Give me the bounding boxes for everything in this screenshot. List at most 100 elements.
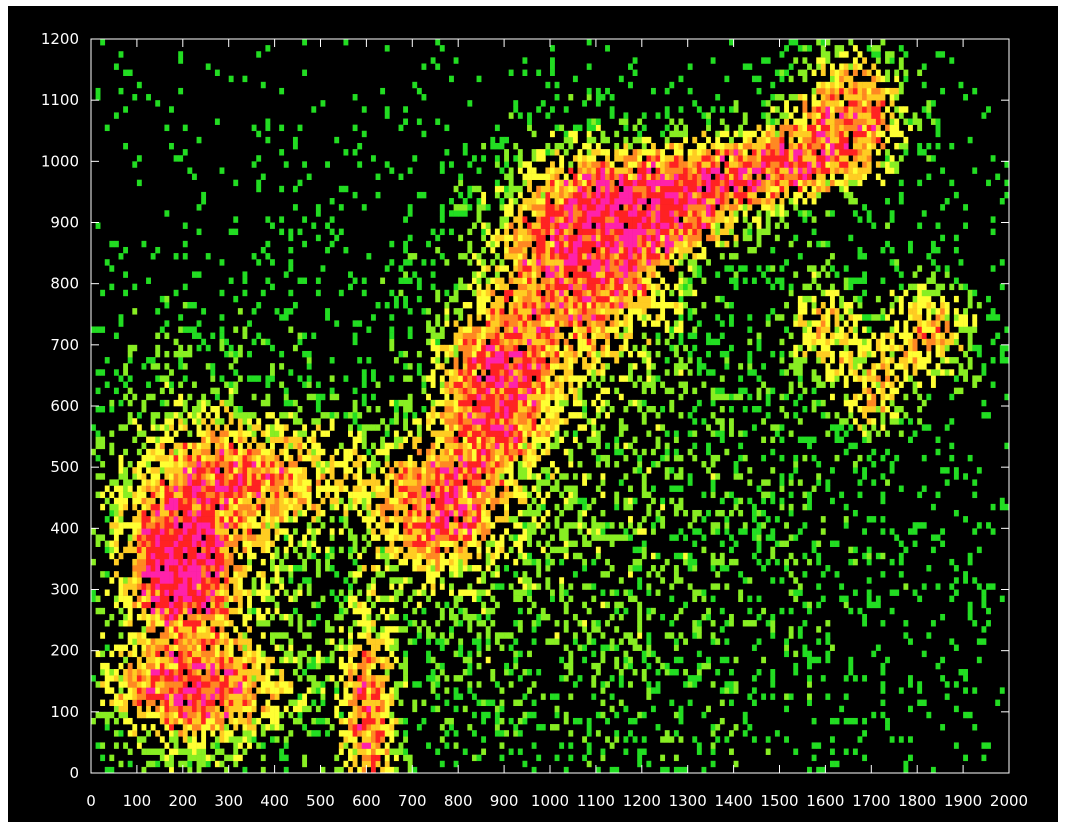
heatmap-cell bbox=[219, 589, 225, 596]
heatmap-cell bbox=[348, 546, 353, 554]
heatmap-cell bbox=[109, 754, 115, 762]
heatmap-cell bbox=[380, 528, 386, 535]
heatmap-cell bbox=[568, 234, 574, 242]
heatmap-cell bbox=[219, 613, 225, 621]
heatmap-cell bbox=[508, 271, 514, 278]
heatmap-cell bbox=[302, 161, 308, 168]
heatmap-cell bbox=[242, 613, 248, 621]
heatmap-cell bbox=[453, 730, 459, 737]
heatmap-cell bbox=[504, 424, 509, 431]
heatmap-cell bbox=[439, 375, 445, 382]
heatmap-cell bbox=[435, 39, 441, 46]
heatmap-cell bbox=[210, 577, 216, 584]
heatmap-cell bbox=[531, 454, 537, 462]
heatmap-cell bbox=[467, 497, 473, 505]
heatmap-cell bbox=[449, 430, 454, 437]
heatmap-cell bbox=[306, 656, 312, 664]
heatmap-cell bbox=[370, 424, 376, 431]
heatmap-cell bbox=[348, 644, 353, 651]
heatmap-cell bbox=[536, 308, 542, 315]
heatmap-cell bbox=[426, 424, 431, 431]
heatmap-cell bbox=[173, 558, 179, 566]
heatmap-cell bbox=[187, 687, 193, 694]
heatmap-cell bbox=[191, 326, 197, 333]
heatmap-cell bbox=[315, 234, 321, 242]
heatmap-cell bbox=[563, 485, 569, 492]
heatmap-cell bbox=[233, 675, 239, 682]
heatmap-cell bbox=[540, 234, 546, 242]
heatmap-cell bbox=[462, 350, 468, 358]
heatmap-cell bbox=[150, 693, 156, 700]
heatmap-cell bbox=[182, 406, 188, 413]
heatmap-cell bbox=[545, 583, 551, 590]
heatmap-cell bbox=[471, 344, 477, 352]
heatmap-cell bbox=[315, 681, 321, 688]
heatmap-cell bbox=[494, 253, 500, 260]
heatmap-cell bbox=[155, 595, 161, 603]
heatmap-cell bbox=[389, 583, 395, 590]
heatmap-cell bbox=[136, 577, 142, 584]
heatmap-cell bbox=[118, 473, 124, 480]
heatmap-cell bbox=[279, 381, 285, 388]
heatmap-cell bbox=[150, 363, 156, 370]
heatmap-cell bbox=[536, 613, 542, 621]
heatmap-cell bbox=[146, 461, 151, 468]
heatmap-cell bbox=[522, 509, 528, 517]
heatmap-cell bbox=[522, 320, 528, 327]
heatmap-cell bbox=[297, 479, 303, 486]
heatmap-cell bbox=[247, 485, 252, 492]
heatmap-cell bbox=[453, 595, 459, 603]
heatmap-cell bbox=[430, 669, 436, 676]
heatmap-cell bbox=[522, 357, 528, 364]
heatmap-cell bbox=[462, 369, 468, 376]
heatmap-cell bbox=[517, 540, 523, 547]
heatmap-cell bbox=[237, 497, 243, 505]
heatmap-cell bbox=[361, 369, 367, 376]
heatmap-cell bbox=[467, 375, 473, 382]
heatmap-cell bbox=[476, 638, 482, 645]
heatmap-cell bbox=[559, 234, 565, 242]
heatmap-cell bbox=[449, 583, 454, 590]
heatmap-cell bbox=[522, 534, 528, 541]
heatmap-cell bbox=[306, 393, 312, 401]
heatmap-cell bbox=[214, 387, 220, 395]
heatmap-cell bbox=[191, 173, 197, 180]
heatmap-cell bbox=[123, 142, 129, 150]
heatmap-cell bbox=[527, 234, 532, 242]
heatmap-cell bbox=[178, 467, 184, 474]
heatmap-cell bbox=[357, 161, 363, 168]
heatmap-cell bbox=[136, 467, 142, 474]
heatmap-cell bbox=[366, 669, 372, 676]
heatmap-cell bbox=[481, 748, 487, 755]
heatmap-cell bbox=[540, 546, 546, 554]
heatmap-cell bbox=[136, 552, 142, 560]
heatmap-cell bbox=[187, 583, 193, 590]
heatmap-cell bbox=[426, 595, 431, 603]
heatmap-cell bbox=[123, 393, 129, 401]
heatmap-cell bbox=[550, 350, 555, 358]
heatmap-cell bbox=[260, 632, 266, 639]
heatmap-cell bbox=[393, 766, 399, 774]
heatmap-cell bbox=[439, 216, 445, 223]
heatmap-cell bbox=[150, 699, 156, 707]
heatmap-cell bbox=[274, 565, 280, 572]
heatmap-cell bbox=[361, 650, 367, 658]
heatmap-cell bbox=[224, 540, 229, 547]
heatmap-cell bbox=[265, 620, 271, 627]
heatmap-cell bbox=[517, 424, 523, 431]
heatmap-cell bbox=[306, 730, 312, 737]
heatmap-cell bbox=[426, 412, 431, 419]
heatmap-cell bbox=[214, 577, 220, 584]
heatmap-cell bbox=[476, 522, 482, 529]
heatmap-cell bbox=[393, 497, 399, 505]
heatmap-cell bbox=[302, 381, 308, 388]
heatmap-cell bbox=[173, 454, 179, 462]
heatmap-cell bbox=[508, 461, 514, 468]
heatmap-cell bbox=[109, 503, 115, 511]
heatmap-cell bbox=[279, 228, 285, 236]
heatmap-cell bbox=[113, 63, 119, 70]
heatmap-cell bbox=[449, 571, 454, 578]
heatmap-cell bbox=[508, 332, 514, 340]
heatmap-cell bbox=[123, 473, 129, 480]
heatmap-cell bbox=[164, 613, 170, 621]
